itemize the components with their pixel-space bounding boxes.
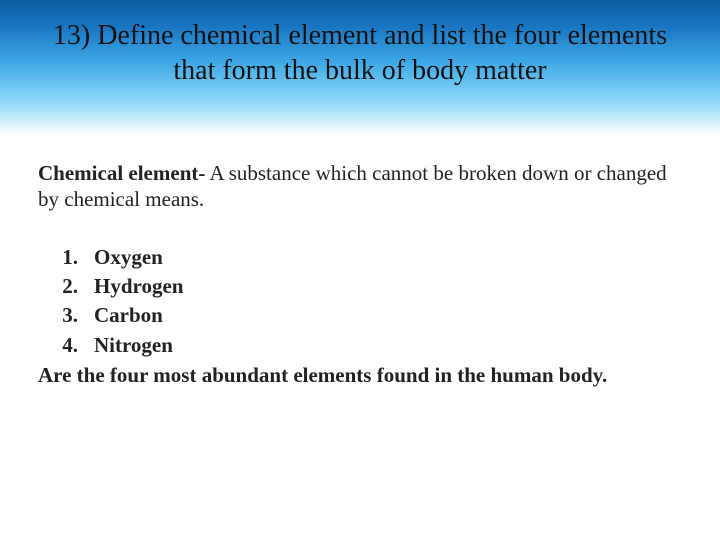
list-number: 2. [38,272,94,301]
slide-title: 13) Define chemical element and list the… [50,18,670,88]
closing-sentence: Are the four most abundant elements foun… [38,362,682,388]
list-item: 1. Oxygen [38,243,682,272]
list-text: Carbon [94,301,682,330]
list-item: 2. Hydrogen [38,272,682,301]
list-number: 1. [38,243,94,272]
element-list: 1. Oxygen 2. Hydrogen 3. Carbon 4. Nitro… [38,243,682,361]
list-item: 4. Nitrogen [38,331,682,360]
list-number: 3. [38,301,94,330]
definition-term: Chemical element- [38,161,205,185]
list-text: Nitrogen [94,331,682,360]
list-item: 3. Carbon [38,301,682,330]
slide: 13) Define chemical element and list the… [0,0,720,540]
slide-body: Chemical element- A substance which cann… [38,160,682,388]
list-text: Oxygen [94,243,682,272]
list-number: 4. [38,331,94,360]
definition-paragraph: Chemical element- A substance which cann… [38,160,682,213]
list-text: Hydrogen [94,272,682,301]
